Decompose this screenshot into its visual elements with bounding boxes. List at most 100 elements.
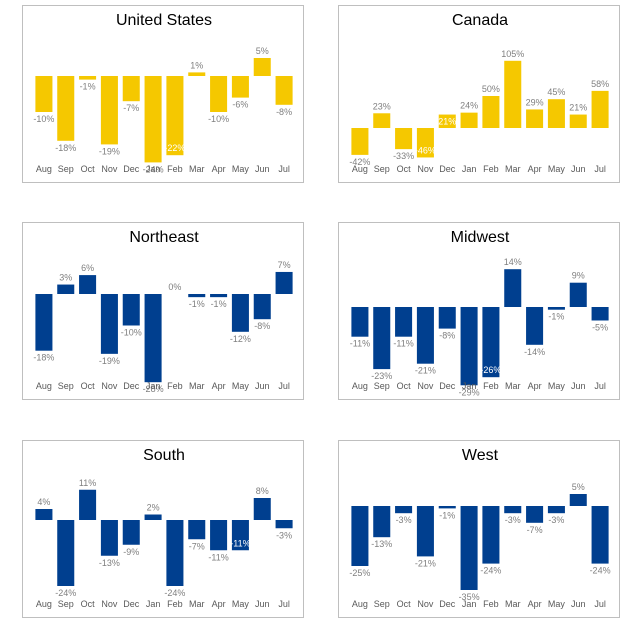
data-label: -28% <box>143 384 164 394</box>
chart-title: West <box>462 447 499 464</box>
panel-canada: Canada -42% Aug 23% Sep -33% Oct -46% Nov 21% Dec 2… <box>338 5 620 183</box>
x-tick-label: Nov <box>417 599 434 609</box>
bar-jul <box>591 506 609 564</box>
bar-may <box>547 307 565 310</box>
data-label: -8% <box>439 331 455 341</box>
bar-jun <box>569 114 587 128</box>
x-tick-label: May <box>548 381 566 391</box>
x-tick-label: Jun <box>255 599 270 609</box>
x-tick-label: Feb <box>483 381 499 391</box>
data-label: 7% <box>278 260 291 270</box>
x-tick-label: Sep <box>58 599 74 609</box>
data-label: -10% <box>208 114 229 124</box>
bar-oct <box>79 489 97 520</box>
bar-jul <box>275 271 293 294</box>
data-label: -1% <box>80 82 96 92</box>
bar-jun <box>253 58 271 76</box>
x-tick-label: Jan <box>146 164 161 174</box>
bar-dec <box>438 506 456 509</box>
data-label: -24% <box>164 588 185 598</box>
x-tick-label: Feb <box>167 381 183 391</box>
x-tick-label: May <box>548 164 566 174</box>
x-tick-label: Feb <box>483 599 499 609</box>
data-label: -7% <box>527 525 543 535</box>
x-tick-label: Oct <box>397 599 412 609</box>
data-label: 9% <box>572 271 585 281</box>
x-tick-label: Jun <box>255 164 270 174</box>
bar-jan <box>144 76 162 163</box>
x-tick-label: Apr <box>528 599 542 609</box>
data-label: -13% <box>99 558 120 568</box>
x-tick-label: Oct <box>81 599 96 609</box>
data-label: -1% <box>548 312 564 322</box>
data-label: -18% <box>55 143 76 153</box>
x-tick-label: Jul <box>594 381 606 391</box>
x-tick-label: Jun <box>255 381 270 391</box>
bar-nov <box>416 506 434 557</box>
x-tick-label: Sep <box>374 599 390 609</box>
bar-sep <box>57 76 75 141</box>
data-label: 1% <box>190 60 203 70</box>
data-label: 21% <box>569 103 587 113</box>
x-tick-label: Nov <box>417 381 434 391</box>
bar-aug <box>35 294 53 351</box>
x-tick-label: Oct <box>397 164 412 174</box>
bar-dec <box>438 307 456 329</box>
x-tick-label: Mar <box>505 164 521 174</box>
data-label: 21% <box>438 117 456 127</box>
data-label: -24% <box>590 566 611 576</box>
data-label: 29% <box>526 97 544 107</box>
bar-nov <box>416 128 434 158</box>
bar-jan <box>460 112 478 128</box>
data-label: -24% <box>55 588 76 598</box>
bar-may <box>547 99 565 128</box>
x-tick-label: Oct <box>81 164 96 174</box>
bar-dec <box>122 520 140 545</box>
bar-sep <box>373 307 391 370</box>
bar-may <box>231 76 249 98</box>
x-tick-label: Dec <box>123 381 140 391</box>
chart-title: Midwest <box>451 229 510 246</box>
x-tick-label: Aug <box>352 599 368 609</box>
bar-feb <box>166 520 184 586</box>
chart-title: South <box>143 447 185 464</box>
x-tick-label: Sep <box>58 164 74 174</box>
data-label: -14% <box>524 347 545 357</box>
x-tick-label: Dec <box>123 599 140 609</box>
chart-svg: Midwest -11% Aug-23%Sep -11% Oct-21% Nov -8% De… <box>350 229 609 397</box>
data-label: -10% <box>33 114 54 124</box>
data-label: -12% <box>230 334 251 344</box>
x-tick-label: Apr <box>528 164 542 174</box>
data-label: -11% <box>393 339 413 349</box>
bar-jan <box>460 506 478 590</box>
x-tick-label: Oct <box>81 381 96 391</box>
bar-nov <box>100 76 118 145</box>
data-label: -46% <box>415 145 436 155</box>
chart-title: United States <box>116 12 212 29</box>
x-tick-label: Nov <box>417 164 434 174</box>
bar-apr <box>210 294 228 298</box>
bar-dec <box>122 294 140 326</box>
x-tick-label: Jan <box>462 164 477 174</box>
bar-dec <box>122 76 140 102</box>
x-tick-label: Aug <box>36 381 52 391</box>
bar-jan <box>460 307 478 386</box>
data-label: -21% <box>415 558 436 568</box>
x-tick-label: Jan <box>462 381 477 391</box>
x-tick-label: Mar <box>505 381 521 391</box>
bar-aug <box>35 509 53 520</box>
bar-mar <box>504 269 522 307</box>
data-label: -22% <box>164 143 185 153</box>
data-label: 5% <box>256 46 269 56</box>
bar-aug <box>351 307 369 337</box>
x-tick-label: Dec <box>123 164 140 174</box>
data-label: -33% <box>393 151 414 161</box>
data-label: -24% <box>143 164 164 174</box>
data-label: -11% <box>208 552 228 562</box>
bar-feb <box>482 307 500 378</box>
bar-may <box>231 520 249 551</box>
x-tick-label: Aug <box>36 164 52 174</box>
x-tick-label: Feb <box>483 164 499 174</box>
x-tick-label: Aug <box>36 599 52 609</box>
x-tick-label: Sep <box>374 164 390 174</box>
